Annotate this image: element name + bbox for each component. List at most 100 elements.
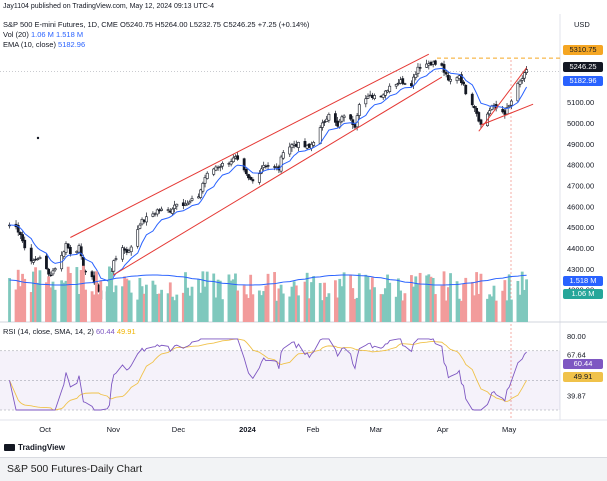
candle-body [264,165,268,168]
volume-bar [516,280,520,322]
tradingview-logo[interactable]: TradingView [4,443,65,452]
volume-bar [462,283,465,322]
marker-dot [36,136,40,140]
currency-text: USD [574,20,590,29]
candle-body [212,168,216,175]
candle-body [525,69,528,73]
candle-body [227,163,231,165]
price-tick-label: 4900.00 [567,140,594,149]
rsi-value-pill: 60.44 [563,359,603,369]
volume-bar [29,292,33,322]
candle-body [473,106,476,109]
candle-body [462,81,465,85]
candle-body [394,84,398,87]
volume-bar [136,299,140,322]
volume-bar [325,296,329,322]
candle-body [38,257,42,260]
volume-bar [431,277,435,322]
time-tick-label: Oct [39,425,52,434]
price-tick-label: 5000.00 [567,119,594,128]
volume-bar [190,286,194,322]
volume-bar [203,286,207,322]
currency-label: USD [574,20,590,30]
volume-bar [440,285,444,322]
ema-label[interactable]: EMA (10, close) [3,40,56,49]
candle-body [503,110,507,115]
candle-body [142,219,146,222]
volume-bar [479,273,483,322]
volume-bar [121,286,124,322]
volume-bar [171,296,174,322]
candle-body [168,210,172,213]
volume-bar [366,276,370,322]
volume-bar [305,272,309,322]
volume-bar [336,297,339,322]
volume-bar [425,275,429,322]
candle-body [112,260,116,272]
volume-bar [368,289,372,322]
volume-bar [260,295,263,322]
symbol-name[interactable]: S&P 500 E-mini Futures, 1D, CME [3,20,118,29]
volume-bar [290,286,294,322]
volume-bar [160,289,163,322]
candle-body [364,98,368,105]
time-tick-label: Apr [437,425,449,434]
volume-legend[interactable]: Vol (20) 1.06 M 1.518 M [3,30,83,40]
volume-bar [8,278,11,322]
volume-bar [323,282,326,322]
volume-bar [357,273,361,322]
candle-body [323,121,326,123]
candle-body [175,203,179,207]
last-price-label: 5246.25 [563,62,603,72]
volume-bar [197,279,200,322]
volume-bar [47,276,51,322]
candle-body [433,60,437,65]
volume-bar [49,287,53,322]
volume-bar [168,282,172,322]
candle-body [351,119,355,125]
candle-body [140,219,144,225]
candle-body [440,63,444,66]
chart-canvas[interactable]: 5100.00 5000.00 4900.00 4800.00 4700.00 4600.… [0,0,607,457]
candle-body [318,127,322,144]
volume-bar [383,288,387,322]
candle-body [333,113,337,123]
ema-legend[interactable]: EMA (10, close) 5182.96 [3,40,85,50]
candle-body [249,176,253,180]
candle-body [353,123,357,128]
volume-bar [77,293,81,322]
volume-bar [273,272,276,322]
resistance-price-label: 5310.75 [563,45,603,55]
candle-body [446,75,450,81]
candle-body [305,145,309,149]
candle-body [199,189,203,198]
volume-bar [36,282,40,322]
price-tick-label: 4700.00 [567,181,594,190]
candle-body [138,224,142,229]
candle-body [505,106,509,115]
volume-bar [444,300,448,322]
candle-body [279,156,283,172]
volume-label[interactable]: Vol (20) [3,30,29,39]
volume-bar [153,284,157,322]
volume-bar [523,289,526,322]
candle-body [281,152,285,159]
volume-bar [342,272,346,322]
candle-body [129,246,133,253]
candle-body [501,109,505,113]
candle-body [155,209,159,215]
volume-bar [262,291,266,322]
candle-body [127,250,131,253]
candle-body [294,144,298,147]
volume-bar [279,284,283,322]
candle-body [457,75,461,79]
volume-bar [231,279,235,322]
rsi-legend[interactable]: RSI (14, close, SMA, 14, 2) 60.44 49.91 [3,327,136,337]
volume-bar [205,271,209,322]
rsi-label[interactable]: RSI (14, close, SMA, 14, 2) [3,327,94,336]
symbol-legend[interactable]: S&P 500 E-mini Futures, 1D, CME O5240.75… [3,20,309,30]
volume-bar [144,284,148,322]
volume-bar [14,289,18,322]
candle-body [425,63,429,68]
candle-body [388,85,392,92]
